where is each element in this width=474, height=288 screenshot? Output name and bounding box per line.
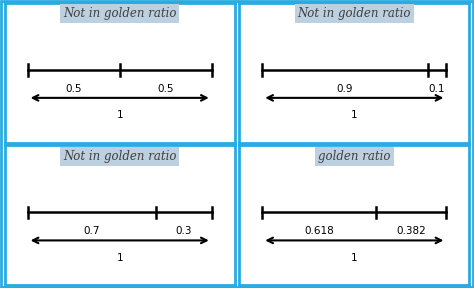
Text: 1: 1 <box>117 110 123 120</box>
Text: 0.3: 0.3 <box>176 226 192 236</box>
Text: Not in golden ratio: Not in golden ratio <box>298 7 411 20</box>
Text: Not in golden ratio: Not in golden ratio <box>63 7 176 20</box>
Text: 1: 1 <box>351 253 357 263</box>
Text: 1: 1 <box>351 110 357 120</box>
Text: 1: 1 <box>117 253 123 263</box>
Text: 0.5: 0.5 <box>157 84 174 94</box>
Text: 0.1: 0.1 <box>429 84 446 94</box>
Text: 0.7: 0.7 <box>84 226 100 236</box>
Text: 0.5: 0.5 <box>65 84 82 94</box>
Text: 0.382: 0.382 <box>396 226 426 236</box>
Text: golden ratio: golden ratio <box>318 150 391 163</box>
Text: 0.618: 0.618 <box>304 226 334 236</box>
Text: Not in golden ratio: Not in golden ratio <box>63 150 176 163</box>
Text: 0.9: 0.9 <box>337 84 354 94</box>
